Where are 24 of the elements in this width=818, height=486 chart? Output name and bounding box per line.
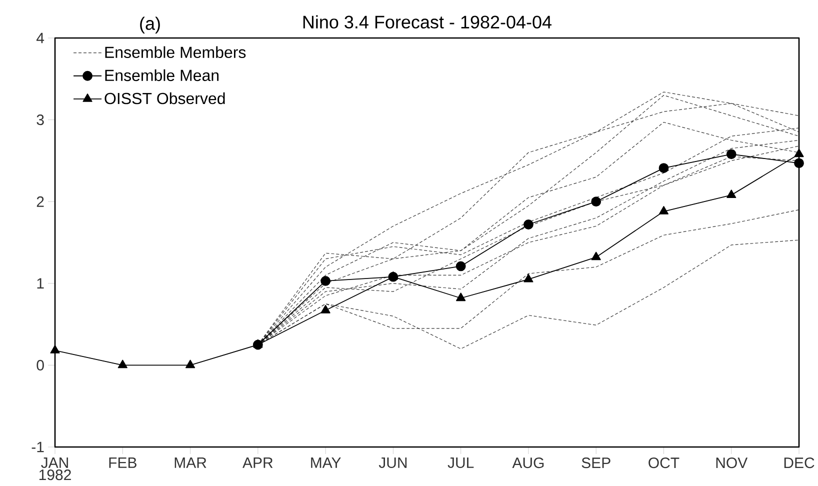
y-tick-label: 0	[36, 360, 44, 371]
x-tick-label: APR	[242, 458, 273, 468]
x-tick-label: JUL	[448, 458, 474, 468]
x-axis-title: 1982	[39, 470, 71, 480]
x-tick-label: OCT	[648, 458, 680, 468]
legend-label: Ensemble Members	[105, 46, 246, 58]
x-tick-label: JUN	[378, 458, 407, 468]
x-tick-label: MAY	[311, 458, 341, 468]
x-tick-label: DEC	[784, 458, 814, 468]
x-tick-label: SEP	[582, 458, 610, 468]
x-tick-label: FEB	[109, 458, 136, 468]
x-tick-label: AUG	[512, 458, 544, 468]
y-tick-label: 2	[36, 196, 44, 207]
legend-label: Ensemble Mean	[105, 69, 219, 82]
chart-title: Nino 3.4 Forecast - 1982-04-04	[303, 15, 552, 28]
y-tick-label: 1	[37, 278, 44, 289]
legend-label: OISST Observed	[104, 92, 225, 104]
y-tick-label: -1	[32, 442, 44, 452]
y-tick-label: 4	[36, 32, 44, 44]
text: (a)	[140, 16, 160, 34]
x-tick-label: MAR	[174, 458, 206, 468]
x-tick-label: JAN	[41, 458, 68, 468]
y-tick-label: 3	[36, 114, 44, 126]
x-tick-label: NOV	[716, 458, 748, 468]
